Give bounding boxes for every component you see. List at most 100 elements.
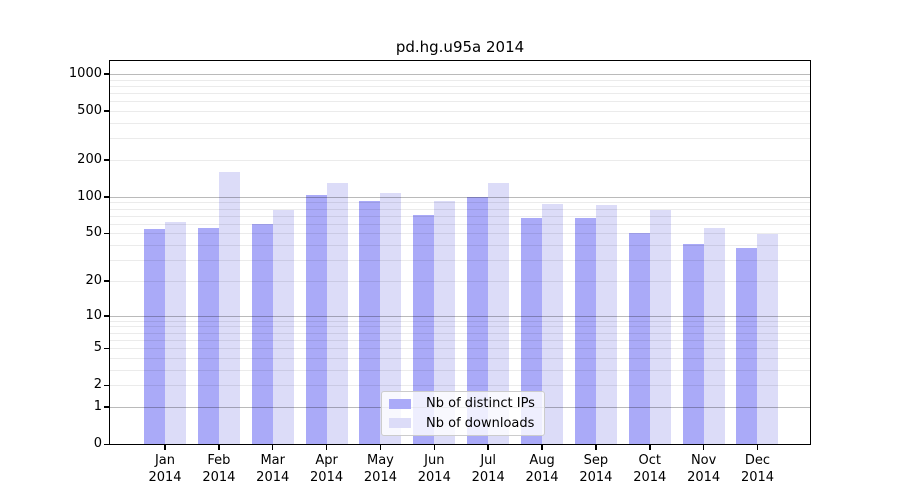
y-tick-label: 100 [77, 188, 102, 204]
y-tick-mark [104, 443, 109, 445]
x-tick-mark [702, 445, 705, 450]
x-tick-label: Jan 2014 [148, 453, 182, 485]
x-tick-mark [649, 445, 651, 450]
x-tick-label: Jul 2014 [471, 453, 505, 485]
bar-nb-of-downloads-apr-2014 [326, 183, 348, 444]
x-tick-mark [487, 445, 489, 450]
gridline-major [110, 196, 810, 198]
x-tick-label: Oct 2014 [633, 453, 667, 485]
y-tick-label: 500 [77, 102, 102, 118]
bar-nb-of-distinct-ips-nov-2014 [682, 243, 704, 444]
y-tick-mark [104, 110, 109, 112]
gridline-minor [110, 245, 810, 247]
legend-swatch-icon [389, 418, 411, 429]
bar-nb-of-downloads-sep-2014 [595, 204, 617, 444]
y-tick-label: 1000 [68, 65, 102, 81]
plot-area [109, 60, 811, 445]
gridline-minor [110, 215, 810, 217]
legend-label: Nb of distinct IPs [426, 396, 535, 412]
y-tick-mark [104, 232, 109, 235]
bar-nb-of-downloads-feb-2014 [218, 171, 240, 444]
gridline-minor [110, 326, 810, 328]
y-tick-label: 50 [85, 225, 102, 241]
bar-nb-of-distinct-ips-may-2014 [359, 201, 381, 444]
bar-nb-of-downloads-jan-2014 [165, 222, 186, 444]
gridline-minor [110, 348, 810, 349]
bar-nb-of-distinct-ips-mar-2014 [251, 223, 273, 444]
x-tick-mark [595, 445, 597, 450]
bar-nb-of-downloads-oct-2014 [649, 209, 671, 444]
x-tick-mark [164, 445, 166, 450]
x-tick-label: Aug 2014 [525, 453, 559, 485]
bar-nb-of-distinct-ips-feb-2014 [197, 228, 219, 444]
x-tick-label: Nov 2014 [687, 453, 721, 485]
gridline-minor [110, 332, 810, 334]
chart-title: pd.hg.u95a 2014 [395, 38, 525, 56]
bar-nb-of-downloads-dec-2014 [757, 234, 779, 444]
x-tick-label: Dec 2014 [740, 453, 775, 485]
bar-nb-of-downloads-aug-2014 [542, 203, 564, 444]
x-tick-mark [756, 445, 759, 450]
legend: Nb of distinct IPs Nb of downloads [381, 391, 545, 436]
y-tick-label: 20 [85, 272, 102, 288]
x-tick-mark [379, 445, 382, 450]
bar-nb-of-distinct-ips-dec-2014 [736, 247, 758, 444]
gridline-minor [110, 202, 810, 204]
bar-nb-of-distinct-ips-jul-2014 [467, 196, 489, 444]
y-tick-label: 5 [93, 340, 102, 355]
y-tick-mark [104, 280, 109, 282]
gridline-minor [110, 260, 810, 262]
gridline-minor [110, 122, 810, 124]
bar-nb-of-downloads-may-2014 [380, 192, 402, 444]
bar-nb-of-distinct-ips-jan-2014 [144, 229, 165, 444]
y-tick-mark [104, 384, 109, 387]
gridline-minor [110, 85, 810, 87]
y-tick-label: 2 [93, 377, 102, 393]
y-tick-label: 0 [93, 436, 102, 451]
bar-nb-of-downloads-mar-2014 [272, 209, 294, 444]
bar-nb-of-distinct-ips-oct-2014 [628, 233, 650, 444]
gridline-minor [110, 101, 810, 103]
bar-nb-of-distinct-ips-apr-2014 [305, 194, 327, 444]
bar-nb-of-downloads-jul-2014 [488, 182, 510, 444]
y-tick-label: 200 [77, 151, 102, 167]
x-tick-mark [271, 445, 274, 450]
gridline-major [110, 73, 810, 75]
legend-swatch-icon [389, 398, 411, 409]
gridline-minor [110, 280, 810, 282]
gridline-minor [110, 208, 810, 210]
bar-nb-of-distinct-ips-sep-2014 [574, 217, 596, 444]
bar-nb-of-distinct-ips-jun-2014 [413, 214, 435, 444]
bar-nb-of-downloads-jun-2014 [434, 200, 456, 444]
y-tick-mark [104, 347, 109, 349]
gridline-minor [110, 320, 810, 322]
x-tick-mark [541, 445, 543, 450]
gridline-minor [110, 138, 810, 140]
y-tick-label: 10 [85, 307, 102, 323]
legend-label: Nb of downloads [426, 415, 535, 431]
gridline-major [110, 315, 810, 317]
gridline-minor [110, 233, 810, 235]
y-tick-mark [104, 315, 109, 317]
y-tick-mark [104, 159, 109, 161]
gridline-minor [110, 159, 810, 161]
gridline-minor [110, 223, 810, 225]
x-tick-mark [218, 445, 220, 450]
legend-item: Nb of distinct IPs [382, 396, 544, 411]
x-tick-label: May 2014 [363, 453, 397, 485]
gridline-minor [110, 385, 810, 387]
gridline-minor [110, 339, 810, 341]
y-tick-mark [104, 196, 109, 198]
x-tick-label: Jun 2014 [417, 453, 451, 485]
x-tick-label: Mar 2014 [256, 453, 290, 485]
bar-nb-of-downloads-nov-2014 [703, 228, 725, 444]
x-tick-mark [325, 445, 328, 450]
y-tick-mark [104, 406, 109, 408]
x-tick-label: Feb 2014 [202, 453, 236, 485]
gridline-minor [110, 357, 810, 359]
gridline-minor [110, 110, 810, 112]
x-tick-label: Sep 2014 [579, 453, 613, 485]
legend-item: Nb of downloads [382, 416, 544, 431]
gridline-minor [110, 79, 810, 81]
